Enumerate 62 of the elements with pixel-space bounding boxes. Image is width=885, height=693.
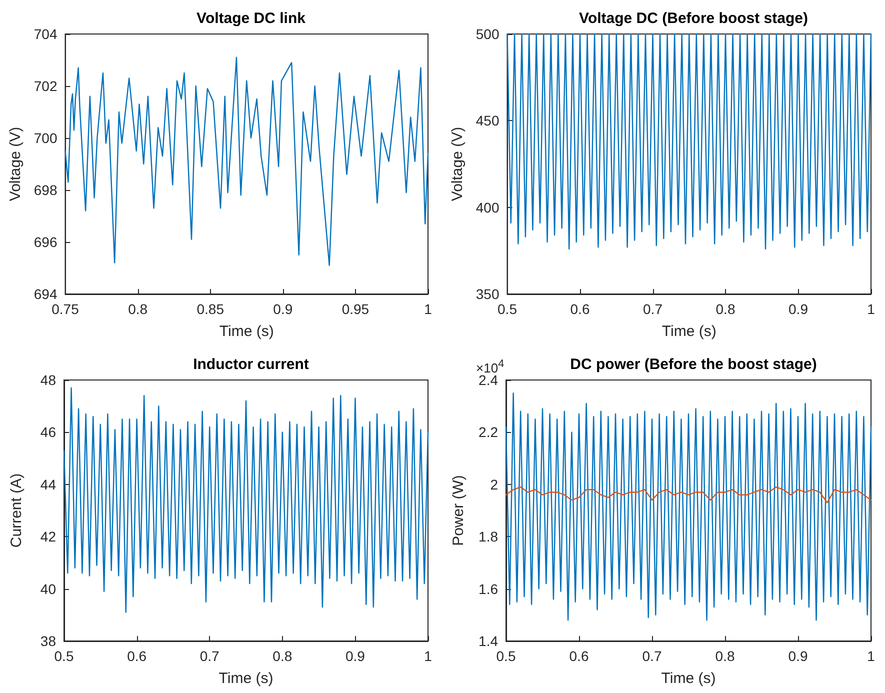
x-tick-label: 0.5	[498, 301, 518, 317]
x-tick-label: 1	[424, 648, 432, 664]
y-tick-label: 1.4	[478, 633, 498, 649]
chart-title: DC power (Before the boost stage)	[570, 356, 817, 373]
y-axis-title: Voltage (V)	[449, 126, 466, 202]
x-tick-label: 0.8	[128, 301, 148, 317]
y-tick-label: 704	[34, 26, 58, 42]
x-tick-label: 0.9	[345, 648, 366, 664]
y-axis-title: Voltage (V)	[7, 126, 24, 202]
x-tick-label: 1	[424, 301, 432, 317]
x-tick-label: 0.6	[570, 301, 590, 317]
y-tick-label: 500	[476, 26, 500, 42]
x-tick-label: 0.7	[643, 301, 663, 317]
y-tick-label: 2.2	[478, 424, 498, 440]
chart-title: Voltage DC link	[196, 10, 306, 27]
x-tick-label: 0.9	[273, 301, 293, 317]
x-tick-label: 1	[867, 301, 876, 317]
line-series	[63, 387, 429, 613]
y-tick-label: 1.6	[478, 580, 498, 597]
y-axis-title: Power (W)	[450, 475, 467, 546]
x-tick-label: 0.75	[52, 301, 80, 317]
y-tick-label: 694	[34, 286, 58, 302]
x-tick-label: 0.5	[54, 648, 74, 664]
line-series	[64, 56, 429, 266]
x-tick-label: 0.95	[342, 301, 370, 317]
y-tick-label: 40	[40, 580, 56, 597]
x-tick-label: 0.9	[788, 648, 808, 664]
y-tick-label: 400	[476, 199, 500, 216]
x-tick-label: 0.8	[715, 648, 735, 664]
x-axis-title: Time (s)	[218, 670, 274, 687]
y-tick-label: 350	[476, 286, 500, 302]
x-tick-label: 0.8	[716, 301, 736, 317]
y-tick-label: 702	[34, 78, 58, 94]
x-tick-label: 0.8	[272, 648, 292, 664]
x-tick-label: 0.7	[642, 648, 662, 664]
x-tick-label: 0.9	[788, 301, 808, 317]
y-tick-label: 44	[40, 476, 56, 492]
y-tick-label: 2	[490, 476, 498, 492]
line-series	[505, 392, 872, 621]
y-tick-label: 38	[40, 633, 56, 649]
y-tick-label: 450	[476, 112, 500, 129]
x-tick-label: 0.6	[569, 648, 589, 664]
y-tick-label: 42	[40, 528, 56, 545]
y-tick-label: 1.8	[478, 528, 498, 545]
x-axis-title: Time (s)	[219, 323, 274, 340]
y-tick-label: 700	[34, 130, 58, 146]
x-tick-label: 0.6	[127, 648, 147, 664]
y-tick-label: 46	[40, 424, 56, 440]
x-axis-title: Time (s)	[661, 670, 716, 687]
x-axis-title: Time (s)	[662, 323, 716, 340]
y-tick-label: 696	[34, 234, 58, 250]
chart-title: Voltage DC (Before boost stage)	[579, 10, 808, 27]
y-tick-label: 48	[40, 372, 56, 388]
x-tick-label: 1	[867, 648, 876, 664]
line-series	[506, 33, 872, 250]
line-series	[505, 486, 872, 504]
y-axis-title: Current (A)	[8, 473, 25, 548]
x-tick-label: 0.5	[496, 648, 516, 664]
y-tick-label: 698	[34, 182, 58, 198]
x-tick-label: 0.85	[196, 301, 224, 317]
x-tick-label: 0.7	[200, 648, 220, 664]
chart-title: Inductor current	[193, 356, 309, 373]
